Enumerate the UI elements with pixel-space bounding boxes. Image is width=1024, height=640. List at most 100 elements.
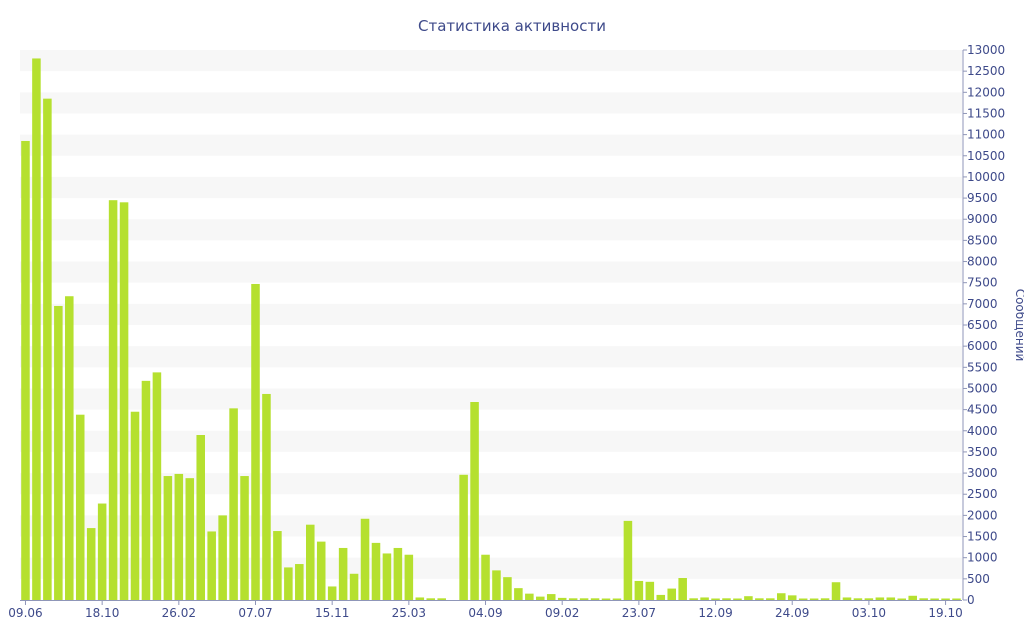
bar [536, 596, 545, 600]
bar [316, 541, 326, 600]
x-tick-label: 09.02 [545, 606, 579, 620]
bar [349, 573, 359, 600]
grid-band [20, 303, 962, 325]
bar [875, 597, 885, 600]
y-tick-label: 8000 [967, 255, 998, 269]
bar [21, 140, 30, 600]
grid-band [20, 515, 962, 537]
bar [295, 564, 304, 600]
bar [744, 596, 753, 600]
bar [514, 588, 523, 600]
bar [196, 435, 205, 600]
y-tick-label: 10000 [967, 170, 1005, 184]
bar [360, 518, 370, 600]
bar [656, 594, 666, 600]
bar [415, 597, 425, 600]
y-tick-label: 3000 [967, 466, 998, 480]
bar [798, 598, 808, 600]
bar [54, 305, 63, 600]
y-tick-label: 1500 [967, 530, 998, 544]
y-tick-label: 12500 [967, 64, 1005, 78]
bar [218, 515, 227, 600]
y-tick-label: 13000 [967, 43, 1005, 57]
bar [174, 473, 184, 600]
y-axis: 0 500 1000 1500 2000 2500 3000 3500 4000 4500 5000… [962, 43, 1005, 607]
y-tick-label: 3500 [967, 445, 998, 459]
bar [711, 598, 720, 600]
bar [97, 503, 107, 600]
bar [338, 547, 348, 600]
bar [777, 593, 786, 600]
grid-band [20, 92, 962, 114]
y-tick-label: 1000 [967, 551, 998, 565]
grid-band [20, 388, 962, 410]
bar [952, 598, 961, 600]
bar [634, 580, 644, 600]
y-tick-label: 2500 [967, 487, 998, 501]
bar [437, 598, 446, 600]
x-tick-label: 24.09 [775, 606, 809, 620]
bar [43, 98, 52, 601]
bar [459, 474, 468, 600]
bar [623, 520, 633, 600]
bar [251, 283, 260, 600]
bar [853, 598, 863, 600]
grid-band [20, 261, 962, 283]
grid-band [20, 50, 962, 72]
grid-band [20, 557, 962, 579]
bar [525, 593, 534, 600]
x-tick-label: 09.06 [8, 606, 42, 620]
bar [908, 595, 917, 600]
y-tick-label: 2000 [967, 508, 998, 522]
x-tick-label: 25.03 [392, 606, 426, 620]
bar [240, 476, 249, 600]
bar [546, 594, 556, 600]
y-tick-label: 5000 [967, 381, 998, 395]
y-tick-label: 12000 [967, 85, 1005, 99]
grid-band [20, 346, 962, 368]
bar [75, 414, 85, 600]
y-tick-label: 500 [967, 572, 990, 586]
bar [755, 598, 764, 600]
bar [568, 598, 578, 600]
grid-band [20, 473, 962, 495]
bar [700, 597, 709, 600]
y-tick-label: 4500 [967, 403, 998, 417]
bar [393, 547, 403, 600]
x-tick-label: 07.07 [238, 606, 272, 620]
bar [108, 200, 118, 600]
bar [492, 570, 501, 600]
x-tick-label: 19.10 [928, 606, 962, 620]
y-tick-label: 7000 [967, 297, 998, 311]
bar [371, 542, 381, 600]
grid-band [20, 176, 962, 199]
bar [382, 553, 392, 600]
bar [426, 598, 436, 600]
x-tick-label: 12.09 [698, 606, 732, 620]
grid-bands [20, 50, 962, 579]
bar [119, 202, 129, 600]
bar [678, 578, 687, 600]
bars [21, 58, 961, 601]
bar [327, 586, 337, 600]
bar [207, 531, 216, 600]
y-tick-label: 9000 [967, 212, 998, 226]
bar [65, 296, 74, 600]
y-tick-label: 11500 [967, 106, 1005, 120]
bar [601, 598, 611, 600]
bar [689, 598, 698, 600]
y-tick-label: 6500 [967, 318, 998, 332]
bar [86, 528, 96, 600]
y-tick-label: 8500 [967, 233, 998, 247]
bar [886, 597, 896, 600]
bar [941, 598, 950, 600]
bar [645, 581, 655, 600]
bar [919, 598, 928, 600]
grid-band [20, 430, 962, 452]
y-tick-label: 7500 [967, 276, 998, 290]
x-tick-label: 04.09 [468, 606, 502, 620]
bar [163, 476, 173, 600]
y-tick-label: 5500 [967, 360, 998, 374]
bar [229, 408, 238, 600]
